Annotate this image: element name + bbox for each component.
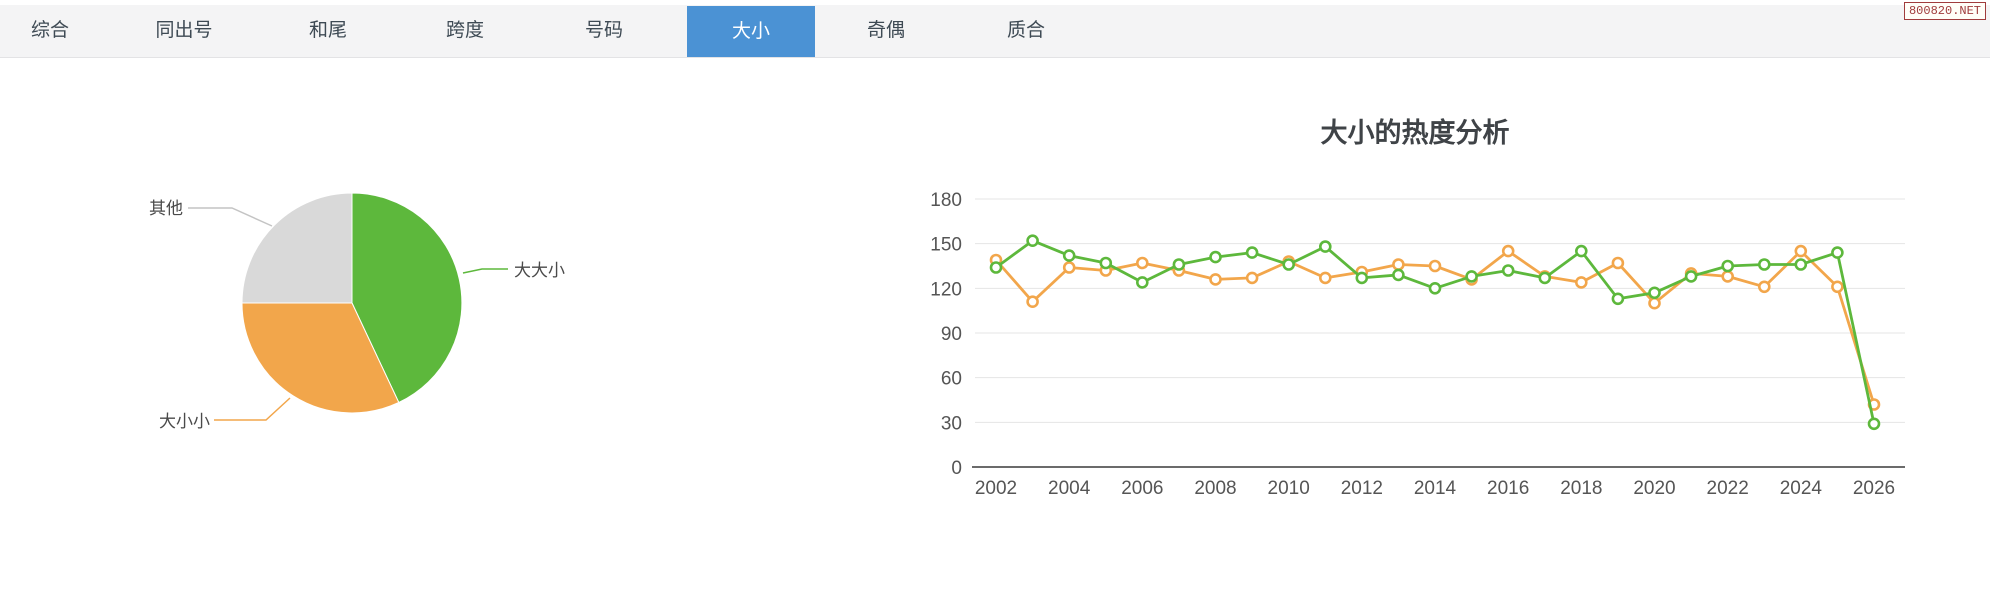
data-point-orange-2011 bbox=[1318, 271, 1332, 285]
data-point-green-2017 bbox=[1538, 271, 1552, 285]
x-axis-tick-2008: 2008 bbox=[1194, 478, 1236, 499]
data-point-green-2004 bbox=[1062, 249, 1076, 262]
data-point-green-2026 bbox=[1867, 417, 1881, 431]
data-point-green-2023 bbox=[1757, 258, 1771, 271]
x-axis-tick-2014: 2014 bbox=[1414, 478, 1457, 499]
line-chart-title: 大小的热度分析 bbox=[1321, 117, 1510, 148]
data-point-orange-2014 bbox=[1428, 259, 1442, 273]
pie-label-1: 大大小 bbox=[514, 261, 565, 280]
data-point-orange-2016 bbox=[1501, 244, 1515, 258]
line-trend-chart: 大小的热度分析 0 30 60 90 120 150 180 2002 2004 2006 2008 2… bbox=[900, 90, 1920, 510]
data-point-green-2009 bbox=[1245, 246, 1259, 259]
data-point-green-2003 bbox=[1026, 234, 1039, 247]
data-point-green-2016 bbox=[1501, 264, 1515, 277]
tab-bar: 综合 同出号 和尾 跨度 号码 大小 奇偶 质合 bbox=[0, 5, 1990, 58]
tab-item-5[interactable]: 号码 bbox=[584, 20, 624, 41]
tab-item-3[interactable]: 和尾 bbox=[308, 20, 348, 41]
data-point-green-2013 bbox=[1392, 268, 1405, 282]
data-point-green-2020 bbox=[1648, 286, 1661, 300]
data-point-orange-2019 bbox=[1611, 256, 1625, 270]
pie-leader-line-3 bbox=[188, 207, 273, 227]
y-axis-tick-120: 120 bbox=[930, 279, 962, 300]
pie-slice-1 bbox=[351, 192, 463, 404]
pie-leader-line-1 bbox=[462, 268, 508, 274]
site-watermark-badge: 800820.NET bbox=[1903, 2, 1986, 20]
pie-leader-line-2 bbox=[214, 397, 291, 421]
y-axis-tick-90: 90 bbox=[941, 324, 962, 345]
x-axis-tick-2026: 2026 bbox=[1853, 478, 1895, 499]
data-point-green-2012 bbox=[1355, 271, 1369, 285]
data-point-green-2024 bbox=[1794, 258, 1808, 271]
line-chart-canvas: 大小的热度分析 0 30 60 90 120 150 180 2002 2004 2006 2008 2… bbox=[930, 117, 1905, 499]
data-point-orange-2004 bbox=[1062, 261, 1076, 274]
data-point-orange-2020 bbox=[1648, 296, 1661, 310]
data-point-green-2021 bbox=[1684, 270, 1698, 283]
data-point-orange-2024 bbox=[1794, 244, 1808, 258]
x-axis-tick-2004: 2004 bbox=[1048, 478, 1091, 499]
data-point-green-2008 bbox=[1209, 250, 1222, 264]
tab-item-8[interactable]: 质合 bbox=[1006, 20, 1046, 41]
x-axis-tick-2002: 2002 bbox=[975, 478, 1017, 499]
x-axis-tick-2010: 2010 bbox=[1268, 478, 1310, 499]
data-point-orange-2006 bbox=[1136, 256, 1149, 270]
x-axis-tick-2016: 2016 bbox=[1487, 478, 1529, 499]
y-axis-tick-180: 180 bbox=[930, 190, 962, 211]
data-point-green-2014 bbox=[1428, 282, 1442, 295]
data-point-green-2007 bbox=[1172, 258, 1186, 271]
tab-item-1[interactable]: 综合 bbox=[30, 20, 70, 41]
x-axis-tick-2024: 2024 bbox=[1780, 478, 1823, 499]
y-axis-tick-150: 150 bbox=[930, 235, 962, 256]
x-axis-tick-2012: 2012 bbox=[1341, 478, 1383, 499]
y-axis-tick-30: 30 bbox=[941, 413, 962, 434]
tab-item-4[interactable]: 跨度 bbox=[445, 20, 485, 41]
pie-label-3: 其他 bbox=[149, 199, 183, 218]
data-point-orange-2003 bbox=[1026, 295, 1039, 308]
pie-slice-2 bbox=[241, 302, 400, 414]
y-axis-tick-60: 60 bbox=[941, 369, 962, 390]
data-point-green-2005 bbox=[1099, 256, 1113, 270]
data-point-green-2019 bbox=[1611, 292, 1625, 306]
data-point-green-2022 bbox=[1721, 259, 1735, 273]
data-point-orange-2008 bbox=[1209, 273, 1222, 286]
data-point-orange-2023 bbox=[1757, 280, 1771, 294]
data-point-orange-2013 bbox=[1392, 258, 1405, 271]
data-point-green-2011 bbox=[1318, 240, 1332, 253]
data-point-orange-2022 bbox=[1721, 270, 1735, 283]
data-point-green-2002 bbox=[989, 261, 1003, 274]
tab-item-7[interactable]: 奇偶 bbox=[866, 20, 906, 41]
x-axis-tick-2022: 2022 bbox=[1707, 478, 1749, 499]
x-axis-tick-2020: 2020 bbox=[1633, 478, 1675, 499]
pie-slice-3 bbox=[241, 192, 353, 304]
data-point-orange-2009 bbox=[1245, 271, 1259, 285]
tab-item-2[interactable]: 同出号 bbox=[155, 20, 213, 41]
data-point-green-2025 bbox=[1831, 246, 1844, 259]
tab-item-6[interactable]: 大小 bbox=[687, 6, 815, 57]
data-point-green-2006 bbox=[1136, 276, 1149, 289]
pie-label-2: 大小小 bbox=[159, 412, 210, 431]
data-point-orange-2025 bbox=[1831, 280, 1844, 294]
x-axis-tick-2018: 2018 bbox=[1560, 478, 1602, 499]
data-point-green-2018 bbox=[1574, 244, 1588, 258]
data-point-orange-2018 bbox=[1574, 276, 1588, 289]
data-point-green-2015 bbox=[1465, 270, 1478, 283]
pie-chart: 大大小大小小 其他 bbox=[80, 130, 650, 460]
x-axis-tick-2006: 2006 bbox=[1121, 478, 1163, 499]
data-point-green-2010 bbox=[1282, 258, 1296, 271]
y-axis-tick-0: 0 bbox=[951, 458, 962, 479]
